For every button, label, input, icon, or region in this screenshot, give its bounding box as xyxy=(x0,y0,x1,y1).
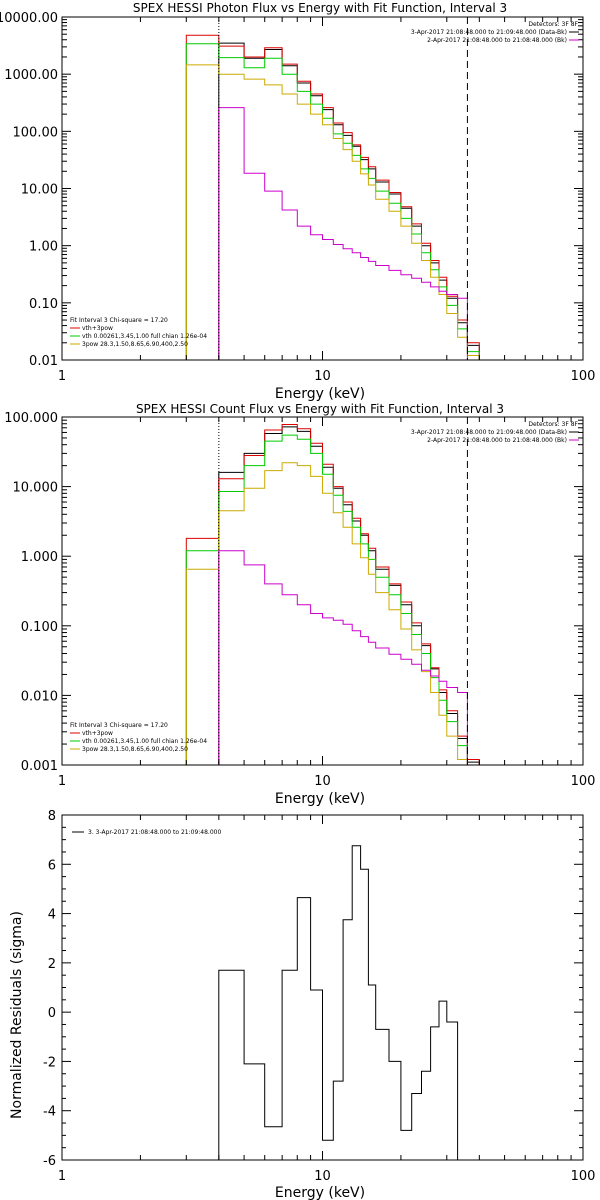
series-line xyxy=(185,462,468,765)
y-tick-label: 0.01 xyxy=(29,354,58,369)
x-tick-label: 1 xyxy=(58,774,66,789)
y-tick-label: 4 xyxy=(48,908,56,923)
series-line xyxy=(185,424,480,765)
series-line xyxy=(185,43,480,360)
y-tick-label: 1.00 xyxy=(29,240,58,255)
x-tick-label: 1 xyxy=(58,1169,66,1184)
legend-entry-label: 3pow 28.3,1.50,8.65,6.90,400,2.50 xyxy=(82,341,188,348)
y-tick-label: 0.010 xyxy=(21,689,58,704)
y-tick-label: -6 xyxy=(43,1154,56,1169)
x-tick-label: 100 xyxy=(571,1169,596,1184)
legend-entry-label: 2-Apr-2017 21:08:48.000 to 21:08:48.000 … xyxy=(427,37,567,44)
legend-header: Detectors: 3F 8F xyxy=(528,21,578,28)
y-axis-label: Normalized Residuals (sigma) xyxy=(9,911,25,1119)
legend-entry-label: vth 0.00261,3.45,1.00 full chian 1.26e-0… xyxy=(82,333,207,340)
photon-flux-chart: SPEX HESSI Photon Flux vs Energy with Fi… xyxy=(0,1,595,402)
legend-header: Fit Interval 3 Chi-square = 17.20 xyxy=(70,317,168,324)
legend-entry-label: vth+3pow xyxy=(82,730,113,737)
plot-frame xyxy=(61,16,584,361)
chart-title: SPEX HESSI Photon Flux vs Energy with Fi… xyxy=(133,1,507,15)
y-tick-label: 0.100 xyxy=(21,620,58,635)
x-axis-label: Energy (keV) xyxy=(275,386,365,402)
y-tick-label: -4 xyxy=(43,1105,56,1120)
y-tick-label: -2 xyxy=(43,1055,56,1070)
y-tick-label: 10000.00 xyxy=(0,11,58,26)
x-tick-label: 100 xyxy=(571,774,596,789)
legend-entry-label: 3-Apr-2017 21:08:48.000 to 21:09:48.000 … xyxy=(411,29,567,36)
x-axis-label: Energy (keV) xyxy=(275,1185,365,1200)
y-tick-label: 100.000 xyxy=(4,411,58,426)
series-line xyxy=(185,34,491,360)
legend-header: Fit Interval 3 Chi-square = 17.20 xyxy=(70,722,168,729)
series-line xyxy=(185,434,468,765)
legend-entry-label: 3-Apr-2017 21:08:48.000 to 21:09:48.000 … xyxy=(411,429,567,436)
legend-entry-label: 3pow 28.3,1.50,8.65,6.90,400,2.50 xyxy=(82,746,188,753)
y-tick-label: 100.00 xyxy=(13,125,59,140)
legend-header: Detectors: 3F 8F xyxy=(528,421,578,428)
x-axis-label: Energy (keV) xyxy=(275,791,365,807)
series-line xyxy=(218,107,468,360)
y-tick-label: 8 xyxy=(48,809,56,824)
y-tick-label: 0.001 xyxy=(21,759,58,774)
y-tick-label: 0 xyxy=(48,1006,56,1021)
legend-entry-label: 3. 3-Apr-2017 21:08:48.000 to 21:09:48.0… xyxy=(88,829,221,836)
series-line xyxy=(218,550,468,765)
series-group xyxy=(218,845,459,1160)
series-group xyxy=(185,424,480,765)
y-tick-label: 10.000 xyxy=(13,481,59,496)
series-line xyxy=(185,64,480,360)
legend-entry-label: 2-Apr-2017 21:08:48.000 to 21:08:48.000 … xyxy=(427,437,567,444)
residuals-chart: Energy (keV) Normalized Residuals (sigma… xyxy=(9,809,595,1200)
chart-title: SPEX HESSI Count Flux vs Energy with Fit… xyxy=(136,402,504,416)
legend-entry-label: vth+3pow xyxy=(82,325,113,332)
legend-entry-label: vth 0.00261,3.45,1.00 full chian 1.26e-0… xyxy=(82,738,207,745)
y-tick-label: 6 xyxy=(48,858,56,873)
y-tick-label: 10.00 xyxy=(21,183,58,198)
series-line xyxy=(218,845,459,1160)
y-tick-label: 0.10 xyxy=(29,297,58,312)
y-tick-label: 2 xyxy=(48,957,56,972)
series-group xyxy=(185,34,491,360)
y-tick-label: 1.000 xyxy=(21,550,58,565)
x-tick-label: 10 xyxy=(314,369,331,384)
x-tick-label: 10 xyxy=(314,774,331,789)
x-tick-label: 100 xyxy=(571,369,596,384)
y-tick-label: 1000.00 xyxy=(4,68,58,83)
series-line xyxy=(218,426,480,765)
count-flux-chart: SPEX HESSI Count Flux vs Energy with Fit… xyxy=(4,402,595,807)
series-line xyxy=(218,42,480,360)
x-tick-label: 1 xyxy=(58,369,66,384)
x-tick-label: 10 xyxy=(314,1169,331,1184)
